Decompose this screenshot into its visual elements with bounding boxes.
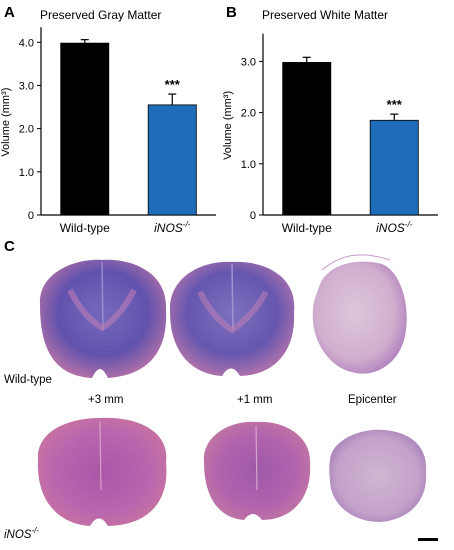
inos-section-1mm xyxy=(203,421,311,520)
chart-b-significance-1: *** xyxy=(387,97,403,112)
inos-section-epicenter xyxy=(329,429,427,522)
chart-b-ytick-label: 0 xyxy=(250,210,256,222)
chart-b-category-label-0: Wild-type xyxy=(282,221,332,235)
chart-a-significance-1: *** xyxy=(165,77,181,92)
panel-a-title: Preserved Gray Matter xyxy=(40,8,162,22)
chart-b-bar-0 xyxy=(282,62,332,216)
chart-a-ytick-label: 0 xyxy=(28,210,34,222)
chart-a-ylabel: Volume (mm³) xyxy=(0,88,12,157)
row-label-inos-sup: -/- xyxy=(31,526,40,535)
panel-letter-b: B xyxy=(226,4,237,21)
bar-charts: 0 1.0 2.0 3.0 4.0 Volume (mm³) Wild-type *** iNO… xyxy=(0,27,438,235)
chart-b-category-label-1: iNOS-/- xyxy=(376,220,413,235)
position-label-1mm: +1 mm xyxy=(237,394,273,406)
chart-b-ytick-label: 3.0 xyxy=(241,56,256,68)
chart-a-bar-1 xyxy=(147,104,197,216)
position-label-3mm: +3 mm xyxy=(88,394,124,406)
chart-a-ytick-label: 3.0 xyxy=(19,80,34,92)
chart-a-ytick-label: 1.0 xyxy=(19,167,34,179)
row-label-inos: iNOS-/- xyxy=(4,526,39,541)
chart-gray-matter: 0 1.0 2.0 3.0 4.0 Volume (mm³) Wild-type *** iNO… xyxy=(0,27,216,235)
chart-a-ytick-label: 4.0 xyxy=(19,37,34,49)
chart-b-ytick-label: 1.0 xyxy=(241,159,256,171)
chart-b-bar-1 xyxy=(369,119,419,216)
chart-a-category-label-1: iNOS-/- xyxy=(154,220,191,235)
panel-letter-a: A xyxy=(4,4,15,21)
chart-b-ytick-label: 2.0 xyxy=(241,108,256,120)
inos-section-3mm xyxy=(37,417,167,526)
wildtype-section-3mm xyxy=(39,259,167,378)
chart-a-bar-0 xyxy=(60,42,110,216)
position-label-epicenter: Epicenter xyxy=(348,394,397,406)
chart-a-ytick-label: 2.0 xyxy=(19,124,34,136)
histology-images xyxy=(37,254,438,541)
chart-b-ylabel: Volume (mm³) xyxy=(222,91,234,160)
panel-letter-c: C xyxy=(4,238,15,255)
chart-white-matter: 0 1.0 2.0 3.0 Volume (mm³) Wild-type *** iNOS-/… xyxy=(222,33,438,235)
scale-bar xyxy=(418,538,438,541)
row-label-wildtype: Wild-type xyxy=(4,374,52,386)
wildtype-section-1mm xyxy=(169,261,295,376)
wildtype-section-epicenter xyxy=(312,254,407,374)
row-label-inos-text: iNOS xyxy=(4,528,32,541)
chart-a-category-label-0: Wild-type xyxy=(60,221,110,235)
panel-b-title: Preserved White Matter xyxy=(262,8,389,22)
